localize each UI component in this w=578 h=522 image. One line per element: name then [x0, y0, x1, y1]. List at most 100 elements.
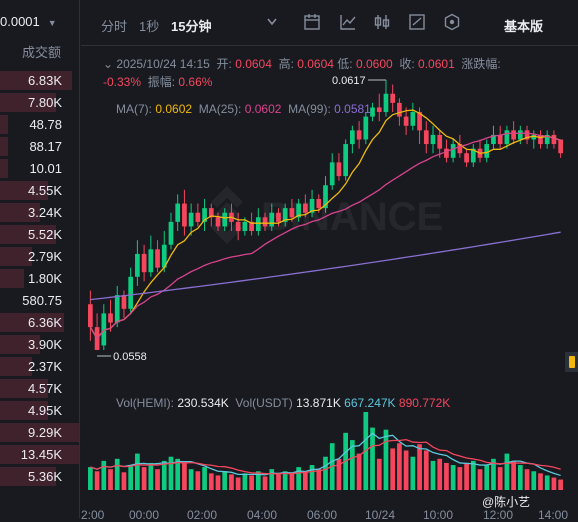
draw-tools-icon[interactable]	[408, 13, 426, 31]
chevron-down-icon[interactable]	[267, 18, 277, 26]
volume-bar	[430, 460, 436, 490]
turnover-row[interactable]: 3.90K	[0, 334, 79, 355]
turnover-row[interactable]: 580.75	[0, 290, 79, 311]
ohlc-change: -0.33%	[103, 75, 142, 89]
turnover-row[interactable]: 88.17	[0, 136, 79, 157]
chevron-down-icon: ▼	[47, 18, 57, 28]
volume-bar	[282, 471, 288, 490]
turnover-row[interactable]: 4.55K	[0, 180, 79, 201]
volume-bar	[222, 471, 228, 490]
turnover-row[interactable]: 1.80K	[0, 268, 79, 289]
turnover-row[interactable]: 2.37K	[0, 356, 79, 377]
candle-body	[255, 217, 261, 232]
turnover-row[interactable]: 10.01	[0, 158, 79, 179]
price-chart[interactable]: BINANCE 0.0617 0.0558	[81, 0, 578, 518]
volume-bar	[383, 429, 389, 490]
ohlc-close: 0.0601	[418, 57, 455, 71]
candle-body	[114, 295, 120, 323]
turnover-row[interactable]: 2.79K	[0, 246, 79, 267]
ohlc-datetime: 2025/10/24 14:15	[116, 57, 210, 71]
candle-body	[242, 221, 248, 232]
volume-bar	[114, 458, 120, 490]
turnover-value: 6.83K	[28, 73, 62, 88]
candle-body	[195, 212, 201, 222]
volume-bar	[423, 450, 429, 490]
volume-bar	[470, 460, 476, 490]
candle-body	[403, 116, 409, 126]
volume-bar	[450, 465, 456, 490]
indicator-settings-icon[interactable]	[303, 13, 321, 31]
hexagon-icon[interactable]	[443, 13, 461, 31]
candle-icon[interactable]	[373, 13, 391, 31]
turnover-row[interactable]: 3.24K	[0, 202, 79, 223]
candle-body	[215, 217, 221, 227]
volume-bar	[370, 427, 375, 490]
candle-body	[323, 185, 328, 209]
volume-bar	[444, 462, 449, 490]
candle-body	[128, 276, 134, 309]
turnover-row[interactable]: 5.36K	[0, 466, 79, 487]
volume-bar	[202, 467, 207, 490]
x-axis-label: 10/24	[365, 508, 396, 522]
candle-body	[336, 162, 342, 177]
turnover-row[interactable]: 13.45K	[0, 444, 79, 465]
ohlc-amp: 0.66%	[178, 75, 213, 89]
volume-bar	[504, 453, 510, 490]
volume-bar	[336, 458, 342, 490]
volume-bar	[296, 467, 301, 490]
volume-bar	[101, 460, 107, 490]
candle-body	[437, 134, 443, 149]
turnover-row[interactable]: 6.83K	[0, 70, 79, 91]
candle-body	[148, 249, 154, 273]
turnover-row[interactable]: 4.57K	[0, 378, 79, 399]
volume-bar	[182, 462, 187, 490]
candle-body	[370, 107, 375, 117]
turnover-row[interactable]: 5.52K	[0, 224, 79, 245]
turnover-row[interactable]: 4.95K	[0, 400, 79, 421]
candle-body	[202, 208, 207, 222]
candle-body	[235, 221, 241, 232]
volume-bar	[289, 473, 295, 490]
candle-body	[296, 203, 301, 218]
ohlc-high: 0.0604	[297, 57, 334, 71]
chevron-down-icon[interactable]: ⌄	[103, 57, 114, 71]
candle-body	[430, 134, 436, 145]
candle-body	[484, 144, 490, 158]
basic-mode-button[interactable]: 基本版	[504, 19, 544, 34]
volume-bar	[276, 474, 281, 490]
tab-1s[interactable]: 1秒	[139, 19, 160, 34]
price-step-selector[interactable]: 0.0001 ▼	[0, 14, 57, 29]
candle-body	[410, 112, 416, 126]
volume-bar	[524, 469, 530, 490]
candle-body	[363, 116, 369, 140]
volume-bar	[269, 469, 275, 490]
tab-time[interactable]: 分时	[101, 19, 128, 34]
turnover-row[interactable]: 6.36K	[0, 312, 79, 333]
volume-bar	[551, 477, 557, 490]
turnover-row[interactable]: 48.78	[0, 114, 79, 135]
author-watermark: @陈小艺	[482, 495, 531, 509]
volume-bar	[350, 440, 355, 490]
chart-area[interactable]: 分时 1秒 15分钟 基本版 BINANCE 0.0617 0.0558 ⌄ 20…	[81, 0, 578, 522]
turnover-row[interactable]: 9.29K	[0, 422, 79, 443]
volume-bar	[249, 475, 254, 490]
candle-body	[121, 295, 127, 309]
turnover-value: 10.01	[29, 161, 62, 176]
candle-body	[135, 253, 140, 277]
ma7-value: 0.0602	[155, 102, 193, 116]
svg-text:BINANCE: BINANCE	[261, 195, 443, 239]
candle-body	[444, 148, 449, 158]
candle-body	[551, 134, 557, 145]
candle-body	[161, 244, 167, 268]
line-chart-icon[interactable]	[339, 13, 357, 31]
volume-bar	[464, 462, 469, 490]
turnover-row[interactable]: 7.80K	[0, 92, 79, 113]
turnover-value: 4.57K	[28, 381, 62, 396]
volume-bar	[168, 456, 174, 490]
volume-bar	[390, 448, 396, 490]
candle-body	[309, 198, 315, 213]
tab-15m[interactable]: 15分钟	[171, 19, 212, 34]
turnover-value: 2.79K	[28, 249, 62, 264]
volume-bar	[155, 469, 160, 490]
scroll-to-latest-button[interactable]	[565, 352, 578, 372]
